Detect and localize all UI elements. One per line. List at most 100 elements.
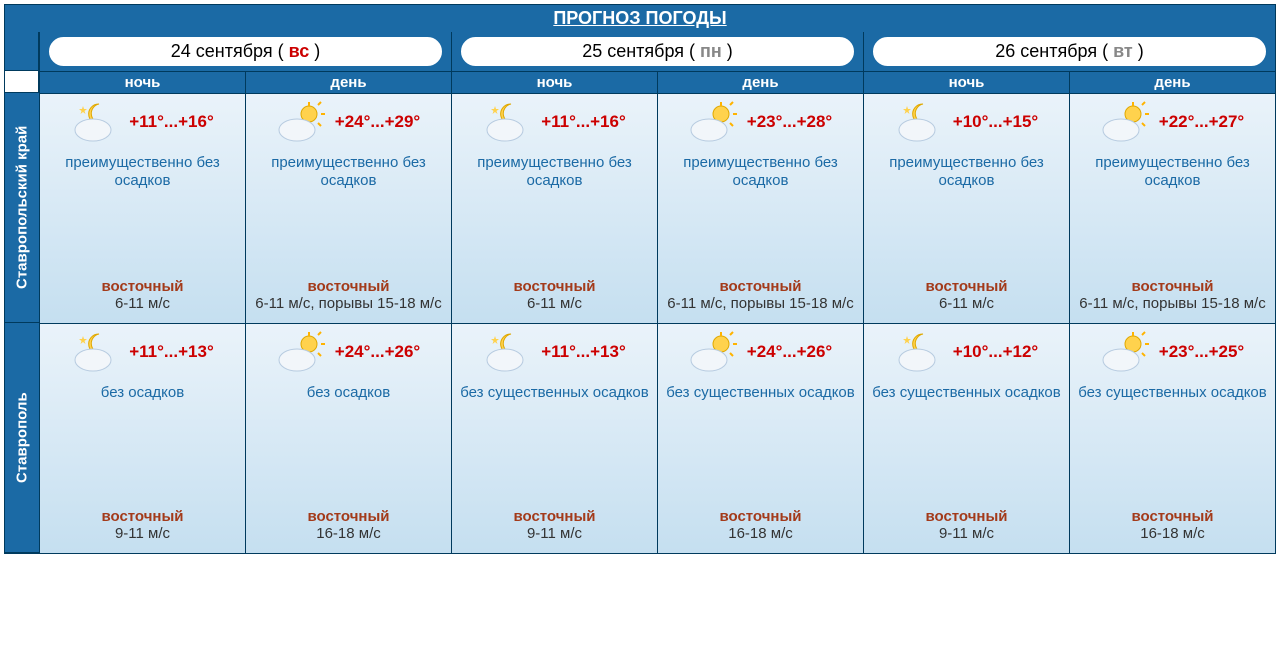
date-text: 25 сентября: [582, 41, 684, 61]
date-cell: 24 сентября ( вс ): [39, 32, 451, 71]
moon-cloud-icon: [71, 100, 123, 144]
precipitation: преимущественно без осадков: [868, 154, 1065, 190]
period-header-night: ночь: [451, 71, 657, 93]
corner-cell-periods: [5, 71, 39, 93]
day-of-week: вс: [289, 41, 310, 61]
date-text: 24 сентября: [171, 41, 273, 61]
forecast-cell: +24°...+29° преимущественно без осадков …: [245, 93, 451, 323]
sun-cloud-icon: [1101, 330, 1153, 374]
precipitation: без существенных осадков: [1078, 384, 1267, 402]
wind-direction: восточный: [44, 278, 241, 295]
forecast-cell: +10°...+15° преимущественно без осадков …: [863, 93, 1069, 323]
sun-cloud-icon: [689, 330, 741, 374]
wind-speed: 6-11 м/с, порывы 15-18 м/с: [662, 295, 859, 313]
region-name: Ставропольский край: [14, 126, 31, 289]
date-pill: 24 сентября ( вс ): [48, 36, 443, 67]
precipitation: преимущественно без осадков: [662, 154, 859, 190]
moon-cloud-icon: [483, 330, 535, 374]
temperature: +24°...+29°: [335, 112, 420, 132]
wind-direction: восточный: [44, 508, 241, 525]
forecast-cell: +10°...+12° без существенных осадков вос…: [863, 323, 1069, 553]
temperature: +11°...+16°: [541, 112, 626, 132]
wind-speed: 16-18 м/с: [1074, 525, 1271, 543]
forecast-cell: +23°...+28° преимущественно без осадков …: [657, 93, 863, 323]
date-row: 24 сентября ( вс ) 25 сентября ( пн ) 26…: [39, 32, 1275, 71]
date-cell: 26 сентября ( вт ): [863, 32, 1275, 71]
region-label: Ставрополь: [5, 323, 39, 553]
corner-cell-dates: [5, 32, 39, 71]
region-label: Ставропольский край: [5, 93, 39, 323]
temperature: +24°...+26°: [335, 342, 420, 362]
temperature: +11°...+13°: [129, 342, 214, 362]
wind-direction: восточный: [662, 278, 859, 295]
sun-cloud-icon: [689, 100, 741, 144]
precipitation: преимущественно без осадков: [1074, 154, 1271, 190]
forecast-cell: +11°...+13° без существенных осадков вос…: [451, 323, 657, 553]
wind-direction: восточный: [1074, 508, 1271, 525]
wind-direction: восточный: [868, 278, 1065, 295]
precipitation: преимущественно без осадков: [44, 154, 241, 190]
temperature: +10°...+15°: [953, 112, 1038, 132]
temperature: +11°...+16°: [129, 112, 214, 132]
temperature: +23°...+25°: [1159, 342, 1244, 362]
date-cell: 25 сентября ( пн ): [451, 32, 863, 71]
wind-direction: восточный: [250, 508, 447, 525]
sun-cloud-icon: [1101, 100, 1153, 144]
wind-speed: 16-18 м/с: [662, 525, 859, 543]
forecast-cell: +22°...+27° преимущественно без осадков …: [1069, 93, 1275, 323]
moon-cloud-icon: [895, 330, 947, 374]
wind-speed: 9-11 м/с: [456, 525, 653, 543]
forecast-cell: +24°...+26° без осадков восточный 16-18 …: [245, 323, 451, 553]
precipitation: без существенных осадков: [666, 384, 855, 402]
temperature: +10°...+12°: [953, 342, 1038, 362]
forecast-cell: +11°...+13° без осадков восточный 9-11 м…: [39, 323, 245, 553]
precipitation: без существенных осадков: [460, 384, 649, 402]
forecast-cell: +23°...+25° без существенных осадков вос…: [1069, 323, 1275, 553]
day-of-week: пн: [700, 41, 722, 61]
temperature: +11°...+13°: [541, 342, 626, 362]
period-header-day: день: [1069, 71, 1275, 93]
temperature: +22°...+27°: [1159, 112, 1244, 132]
date-pill: 25 сентября ( пн ): [460, 36, 855, 67]
region-name: Ставрополь: [14, 392, 31, 483]
wind-speed: 16-18 м/с: [250, 525, 447, 543]
wind-speed: 6-11 м/с: [456, 295, 653, 313]
forecast-grid: 24 сентября ( вс ) 25 сентября ( пн ) 26…: [5, 32, 1275, 553]
wind-speed: 6-11 м/с: [868, 295, 1065, 313]
wind-speed: 6-11 м/с: [44, 295, 241, 313]
wind-speed: 9-11 м/с: [868, 525, 1065, 543]
forecast-cell: +11°...+16° преимущественно без осадков …: [39, 93, 245, 323]
precipitation: без существенных осадков: [872, 384, 1061, 402]
date-text: 26 сентября: [995, 41, 1097, 61]
period-header-night: ночь: [39, 71, 245, 93]
wind-speed: 6-11 м/с, порывы 15-18 м/с: [1074, 295, 1271, 313]
wind-direction: восточный: [250, 278, 447, 295]
forecast-cell: +11°...+16° преимущественно без осадков …: [451, 93, 657, 323]
wind-direction: восточный: [1074, 278, 1271, 295]
period-header-day: день: [245, 71, 451, 93]
forecast-table: ПРОГНОЗ ПОГОДЫ 24 сентября ( вс ) 25 сен…: [4, 4, 1276, 554]
date-pill: 26 сентября ( вт ): [872, 36, 1267, 67]
temperature: +24°...+26°: [747, 342, 832, 362]
wind-direction: восточный: [456, 508, 653, 525]
precipitation: преимущественно без осадков: [456, 154, 653, 190]
sun-cloud-icon: [277, 100, 329, 144]
temperature: +23°...+28°: [747, 112, 832, 132]
wind-direction: восточный: [662, 508, 859, 525]
wind-direction: восточный: [456, 278, 653, 295]
forecast-cell: +24°...+26° без существенных осадков вос…: [657, 323, 863, 553]
table-title: ПРОГНОЗ ПОГОДЫ: [5, 5, 1275, 32]
moon-cloud-icon: [483, 100, 535, 144]
precipitation: без осадков: [307, 384, 390, 402]
day-of-week: вт: [1113, 41, 1133, 61]
precipitation: преимущественно без осадков: [250, 154, 447, 190]
moon-cloud-icon: [895, 100, 947, 144]
precipitation: без осадков: [101, 384, 184, 402]
wind-speed: 6-11 м/с, порывы 15-18 м/с: [250, 295, 447, 313]
wind-direction: восточный: [868, 508, 1065, 525]
period-header-day: день: [657, 71, 863, 93]
sun-cloud-icon: [277, 330, 329, 374]
period-header-night: ночь: [863, 71, 1069, 93]
moon-cloud-icon: [71, 330, 123, 374]
wind-speed: 9-11 м/с: [44, 525, 241, 543]
